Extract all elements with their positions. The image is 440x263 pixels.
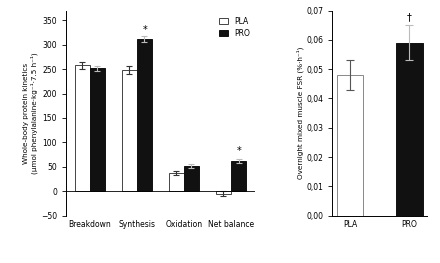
- Bar: [122, 70, 137, 191]
- Bar: [137, 39, 152, 191]
- Legend: PLA, PRO: PLA, PRO: [217, 14, 253, 40]
- Bar: [184, 166, 199, 191]
- Text: †: †: [407, 12, 412, 22]
- Text: *: *: [143, 25, 147, 35]
- Bar: [216, 191, 231, 194]
- Bar: [74, 65, 90, 191]
- Bar: [90, 68, 105, 191]
- Y-axis label: Overnight mixed muscle FSR (%·h⁻¹): Overnight mixed muscle FSR (%·h⁻¹): [296, 47, 304, 179]
- Bar: [337, 75, 363, 216]
- Bar: [396, 43, 422, 216]
- Text: *: *: [237, 146, 242, 156]
- Bar: [169, 173, 184, 191]
- Bar: [231, 161, 246, 191]
- Y-axis label: Whole-body protein kinetics
(μmol phenylalanine·kg⁻¹·7.5 h⁻¹): Whole-body protein kinetics (μmol phenyl…: [23, 52, 38, 174]
